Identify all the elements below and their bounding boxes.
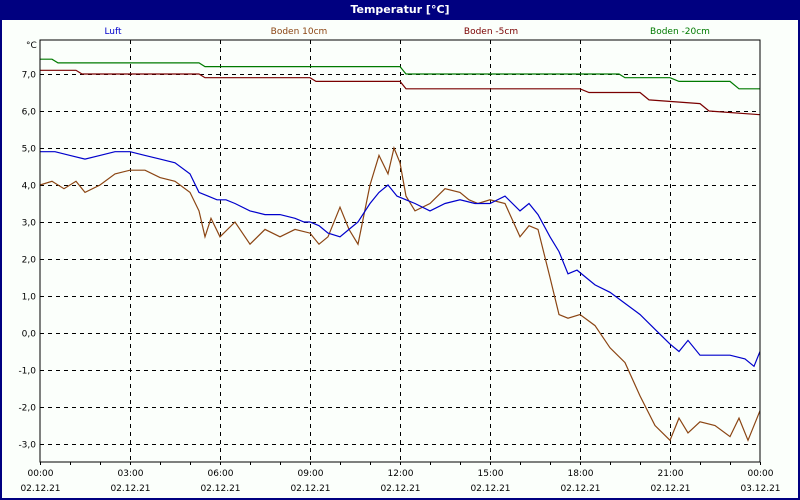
y-tick-label: 4,0 <box>22 182 37 192</box>
x-tick-date: 02.12.21 <box>20 484 60 494</box>
y-tick-label: 2,0 <box>22 256 37 266</box>
x-tick-date: 02.12.21 <box>110 484 150 494</box>
x-tick-date: 03.12.21 <box>740 484 780 494</box>
legend-item: Boden 10cm <box>271 27 328 37</box>
y-tick-label: 6,0 <box>22 108 37 118</box>
legend-item: Boden -5cm <box>464 27 518 37</box>
x-axis-ticks: 00:00 02.12.21 03:00 02.12.21 06:00 02.12.21 0… <box>20 462 781 494</box>
x-tick-date: 02.12.21 <box>200 484 240 494</box>
x-tick-time: 15:00 <box>478 469 504 479</box>
grid-lines <box>40 40 760 462</box>
x-tick-time: 06:00 <box>208 469 234 479</box>
series-luft <box>40 151 761 368</box>
legend-item: Boden -20cm <box>650 27 710 37</box>
series-boden-20cm <box>40 58 760 90</box>
x-tick-date: 02.12.21 <box>290 484 330 494</box>
series-boden-10cm <box>39 146 761 442</box>
x-tick-date: 02.12.21 <box>380 484 420 494</box>
y-tick-label: 5,0 <box>22 145 37 155</box>
y-axis-ticks: 7,0 6,0 5,0 4,0 3,0 2,0 1,0 0,0 -1,0 -2,0 -3,0 <box>18 71 36 451</box>
y-axis-unit: °C <box>26 41 37 51</box>
window-title: Temperatur [°C] <box>350 3 450 16</box>
y-tick-label: -3,0 <box>18 441 36 451</box>
x-tick-time: 18:00 <box>568 469 594 479</box>
y-tick-label: 0,0 <box>22 330 37 340</box>
x-tick-time: 00:00 <box>28 469 54 479</box>
legend-item: Luft <box>104 27 122 37</box>
x-tick-time: 09:00 <box>298 469 324 479</box>
y-tick-label: 7,0 <box>22 71 37 81</box>
x-tick-time: 12:00 <box>388 469 414 479</box>
x-tick-date: 02.12.21 <box>560 484 600 494</box>
data-series <box>39 58 761 442</box>
y-tick-label: 3,0 <box>22 219 37 229</box>
x-tick-date: 02.12.21 <box>650 484 690 494</box>
y-tick-label: -1,0 <box>18 367 36 377</box>
series-boden-5cm <box>40 69 761 116</box>
y-tick-label: 1,0 <box>22 293 37 303</box>
y-tick-label: -2,0 <box>18 404 36 414</box>
legend: Luft Boden 10cm Boden -5cm Boden -20cm <box>104 27 710 37</box>
x-tick-time: 21:00 <box>658 469 684 479</box>
x-tick-time: 03:00 <box>118 469 144 479</box>
x-tick-date: 02.12.21 <box>470 484 510 494</box>
x-tick-time: 00:00 <box>748 469 774 479</box>
